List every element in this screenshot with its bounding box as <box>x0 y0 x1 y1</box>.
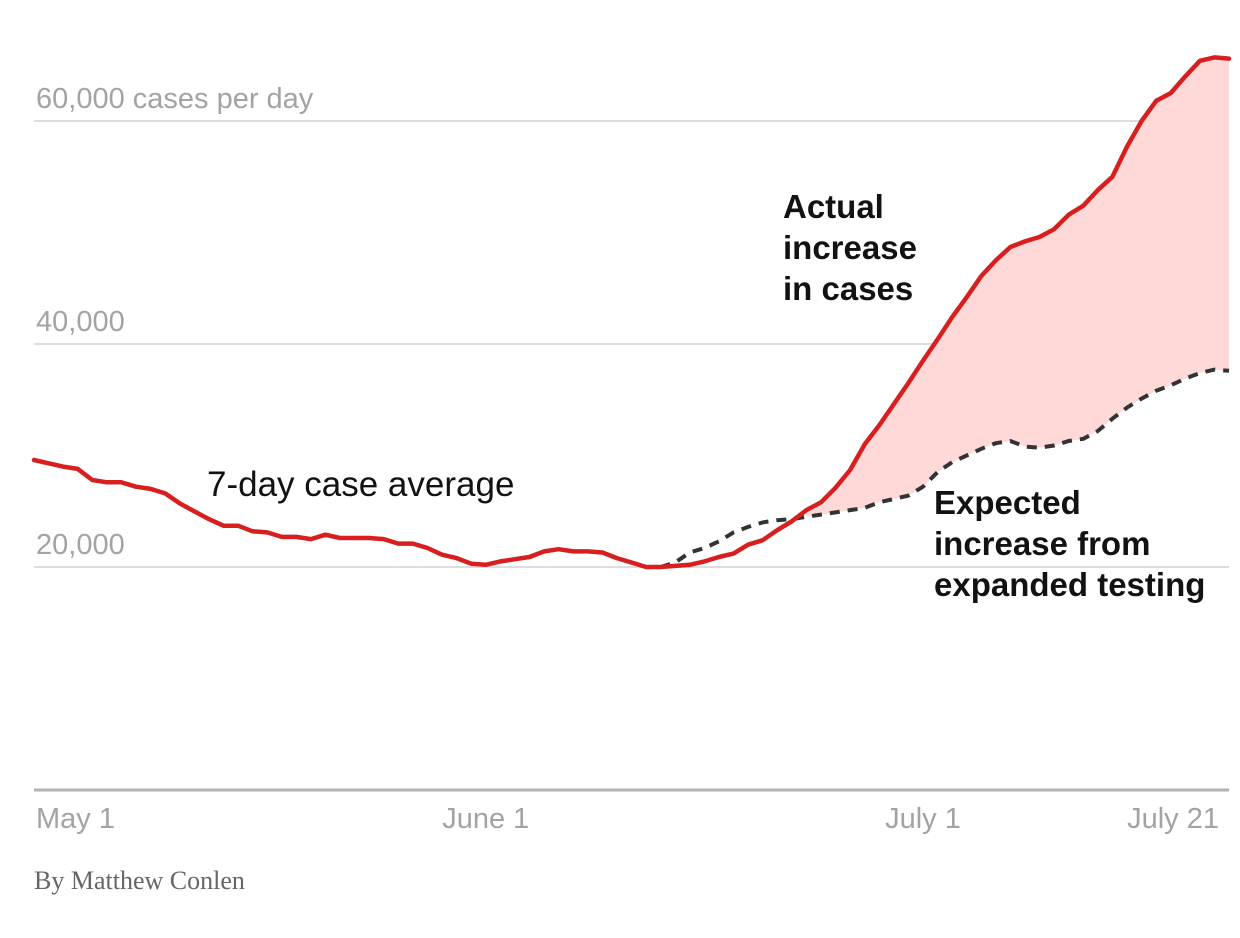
byline: By Matthew Conlen <box>34 866 245 895</box>
annotation-actual-line-2: increase <box>783 229 917 266</box>
x-tick-label: May 1 <box>36 803 115 835</box>
actual-vs-expected-gap-area <box>806 57 1229 517</box>
y-axis-ticks: 60,000 cases per day 40,000 20,000 <box>36 83 314 561</box>
annotation-actual-line-3: in cases <box>783 270 913 307</box>
y-tick-label: 20,000 <box>36 529 125 561</box>
series-label-7-day-average: 7-day case average <box>207 465 514 504</box>
annotation-actual-increase: Actual increase in cases <box>783 188 917 307</box>
annotation-expected-increase: Expected increase from expanded testing <box>934 484 1205 603</box>
expected-increase-line <box>660 367 1230 569</box>
x-tick-label: July 21 <box>1127 803 1219 835</box>
actual-case-average-line <box>31 55 1232 570</box>
gridlines <box>34 120 1229 792</box>
annotation-expected-line-3: expanded testing <box>934 566 1205 603</box>
annotation-expected-line-2: increase from <box>934 525 1150 562</box>
annotation-actual-line-1: Actual <box>783 188 884 225</box>
x-axis-ticks: May 1 June 1 July 1 July 21 <box>36 803 1219 835</box>
y-tick-label: 40,000 <box>36 306 125 338</box>
x-tick-label: June 1 <box>442 803 529 835</box>
annotation-expected-line-1: Expected <box>934 484 1081 521</box>
x-tick-label: July 1 <box>885 803 961 835</box>
y-tick-label: 60,000 cases per day <box>36 83 314 115</box>
